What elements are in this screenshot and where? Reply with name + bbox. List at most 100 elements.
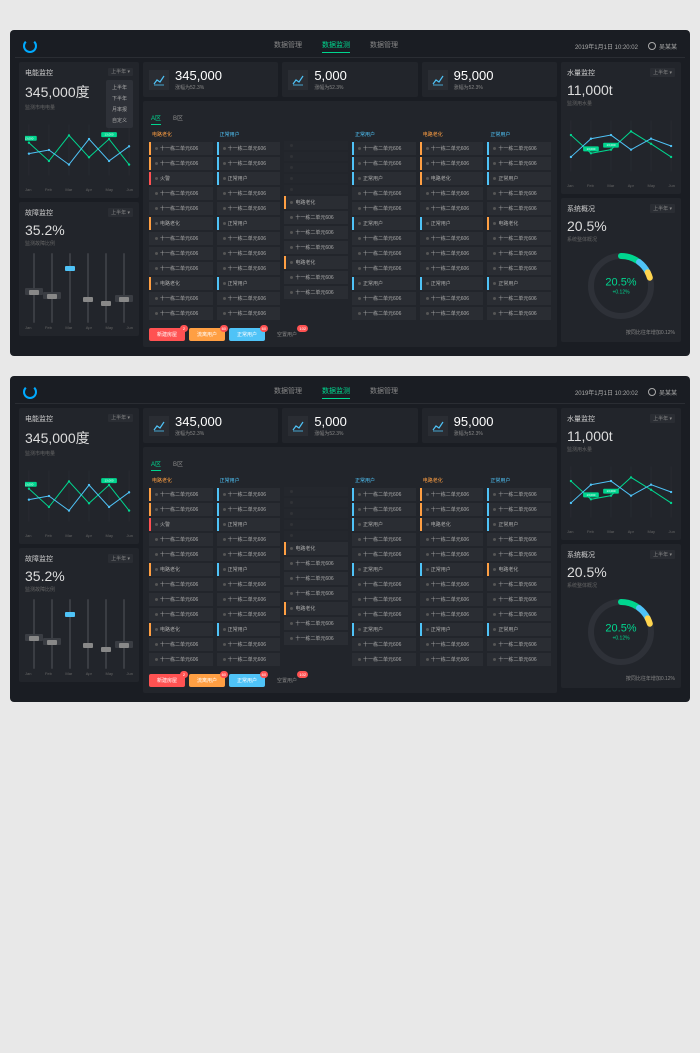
legend-button[interactable]: 正常用户60	[229, 328, 265, 341]
grid-cell[interactable]: 十一栋二单元606	[487, 608, 551, 621]
area-tab[interactable]: B区	[173, 113, 183, 125]
grid-cell[interactable]: 十一栋二单元606	[352, 232, 416, 245]
slider[interactable]	[84, 599, 92, 669]
dropdown-item[interactable]: 上半年	[106, 82, 133, 93]
grid-cell[interactable]: 十一栋二单元606	[217, 653, 281, 666]
grid-cell[interactable]: 十一栋二单元606	[352, 307, 416, 320]
legend-button[interactable]: 空置用户102	[269, 328, 305, 341]
grid-cell[interactable]: 十一栋二单元606	[149, 142, 213, 155]
grid-cell[interactable]: 电路老化	[284, 542, 348, 555]
grid-cell[interactable]: 电路老化	[284, 196, 348, 209]
grid-cell[interactable]: 十一栋二单元606	[420, 638, 484, 651]
grid-cell[interactable]: 十一栋二单元606	[217, 157, 281, 170]
nav-item[interactable]: 数据监测	[322, 386, 350, 399]
grid-cell[interactable]: 十一栋二单元606	[420, 578, 484, 591]
grid-cell[interactable]: 电路老化	[487, 563, 551, 576]
legend-button[interactable]: 新建房屋2	[149, 328, 185, 341]
slider[interactable]	[66, 599, 74, 669]
grid-cell[interactable]: 十一栋二单元606	[487, 638, 551, 651]
grid-cell[interactable]: 十一栋二单元606	[352, 578, 416, 591]
grid-cell[interactable]: 十一栋二单元606	[149, 307, 213, 320]
grid-cell[interactable]: 十一栋二单元606	[217, 307, 281, 320]
grid-cell[interactable]: 十一栋二单元606	[487, 142, 551, 155]
grid-cell[interactable]	[284, 185, 348, 194]
grid-cell[interactable]: 十一栋二单元606	[487, 247, 551, 260]
grid-cell[interactable]: 十一栋二单元606	[284, 271, 348, 284]
grid-cell[interactable]: 十一栋二单元606	[352, 593, 416, 606]
period-badge[interactable]: 上半年 ▾	[108, 68, 133, 76]
grid-cell[interactable]: 电路老化	[420, 172, 484, 185]
grid-cell[interactable]: 十一栋二单元606	[420, 202, 484, 215]
grid-cell[interactable]: 十一栋二单元606	[352, 503, 416, 516]
grid-cell[interactable]: 十一栋二单元606	[149, 578, 213, 591]
grid-cell[interactable]: 十一栋二单元606	[352, 533, 416, 546]
grid-cell[interactable]: 十一栋二单元606	[149, 262, 213, 275]
grid-cell[interactable]: 十一栋二单元606	[284, 211, 348, 224]
user[interactable]: 吴某某	[648, 388, 677, 397]
dropdown-item[interactable]: 自定义	[106, 115, 133, 126]
grid-cell[interactable]: 电路老化	[487, 217, 551, 230]
grid-cell[interactable]: 十一栋二单元606	[149, 638, 213, 651]
grid-cell[interactable]: 十一栋二单元606	[217, 578, 281, 591]
grid-cell[interactable]: 十一栋二单元606	[284, 241, 348, 254]
dropdown-item[interactable]: 下半年	[106, 93, 133, 104]
grid-cell[interactable]: 电路老化	[284, 602, 348, 615]
grid-cell[interactable]: 十一栋二单元606	[284, 587, 348, 600]
legend-button[interactable]: 正常用户60	[229, 674, 265, 687]
grid-cell[interactable]: 十一栋二单元606	[487, 157, 551, 170]
legend-button[interactable]: 新建房屋2	[149, 674, 185, 687]
grid-cell[interactable]: 正常用户	[420, 217, 484, 230]
grid-cell[interactable]: 十一栋二单元606	[149, 232, 213, 245]
grid-cell[interactable]: 十一栋二单元606	[217, 638, 281, 651]
slider[interactable]: 20%	[30, 599, 38, 669]
grid-cell[interactable]: 十一栋二单元606	[487, 503, 551, 516]
grid-cell[interactable]: 正常用户	[217, 172, 281, 185]
grid-cell[interactable]	[284, 163, 348, 172]
grid-cell[interactable]: 十一栋二单元606	[487, 262, 551, 275]
grid-cell[interactable]: 十一栋二单元606	[420, 593, 484, 606]
legend-button[interactable]: 流离用户60	[189, 674, 225, 687]
grid-cell[interactable]: 正常用户	[420, 563, 484, 576]
area-tab[interactable]: A区	[151, 459, 161, 471]
grid-cell[interactable]: 十一栋二单元606	[352, 638, 416, 651]
grid-cell[interactable]: 十一栋二单元606	[420, 232, 484, 245]
grid-cell[interactable]: 十一栋二单元606	[420, 503, 484, 516]
grid-cell[interactable]: 正常用户	[352, 563, 416, 576]
grid-cell[interactable]: 十一栋二单元606	[487, 548, 551, 561]
grid-cell[interactable]: 十一栋二单元606	[352, 608, 416, 621]
grid-cell[interactable]: 正常用户	[352, 277, 416, 290]
grid-cell[interactable]: 十一栋二单元606	[420, 307, 484, 320]
slider[interactable]: 20%	[48, 253, 56, 323]
grid-cell[interactable]: 十一栋二单元606	[352, 187, 416, 200]
grid-cell[interactable]: 十一栋二单元606	[487, 533, 551, 546]
legend-button[interactable]: 流离用户60	[189, 328, 225, 341]
slider[interactable]	[84, 253, 92, 323]
grid-cell[interactable]: 十一栋二单元606	[217, 187, 281, 200]
grid-cell[interactable]: 正常用户	[487, 518, 551, 531]
grid-cell[interactable]: 正常用户	[217, 277, 281, 290]
grid-cell[interactable]: 十一栋二单元606	[487, 187, 551, 200]
grid-cell[interactable]: 十一栋二单元606	[284, 557, 348, 570]
grid-cell[interactable]	[284, 531, 348, 540]
grid-cell[interactable]: 电路老化	[149, 277, 213, 290]
grid-cell[interactable]	[284, 509, 348, 518]
grid-cell[interactable]	[284, 152, 348, 161]
grid-cell[interactable]: 十一栋二单元606	[217, 608, 281, 621]
grid-cell[interactable]: 电路老化	[420, 518, 484, 531]
grid-cell[interactable]: 电路老化	[149, 217, 213, 230]
grid-cell[interactable]: 十一栋二单元606	[420, 608, 484, 621]
grid-cell[interactable]: 十一栋二单元606	[420, 653, 484, 666]
nav-item[interactable]: 数据管理	[370, 40, 398, 53]
grid-cell[interactable]: 十一栋二单元606	[487, 292, 551, 305]
grid-cell[interactable]: 火警	[149, 518, 213, 531]
grid-cell[interactable]: 十一栋二单元606	[149, 202, 213, 215]
grid-cell[interactable]: 正常用户	[217, 623, 281, 636]
grid-cell[interactable]: 十一栋二单元606	[149, 157, 213, 170]
grid-cell[interactable]: 电路老化	[149, 623, 213, 636]
grid-cell[interactable]: 十一栋二单元606	[487, 202, 551, 215]
slider[interactable]	[66, 253, 74, 323]
grid-cell[interactable]	[284, 498, 348, 507]
grid-cell[interactable]: 电路老化	[149, 563, 213, 576]
grid-cell[interactable]: 十一栋二单元606	[149, 247, 213, 260]
grid-cell[interactable]	[284, 174, 348, 183]
